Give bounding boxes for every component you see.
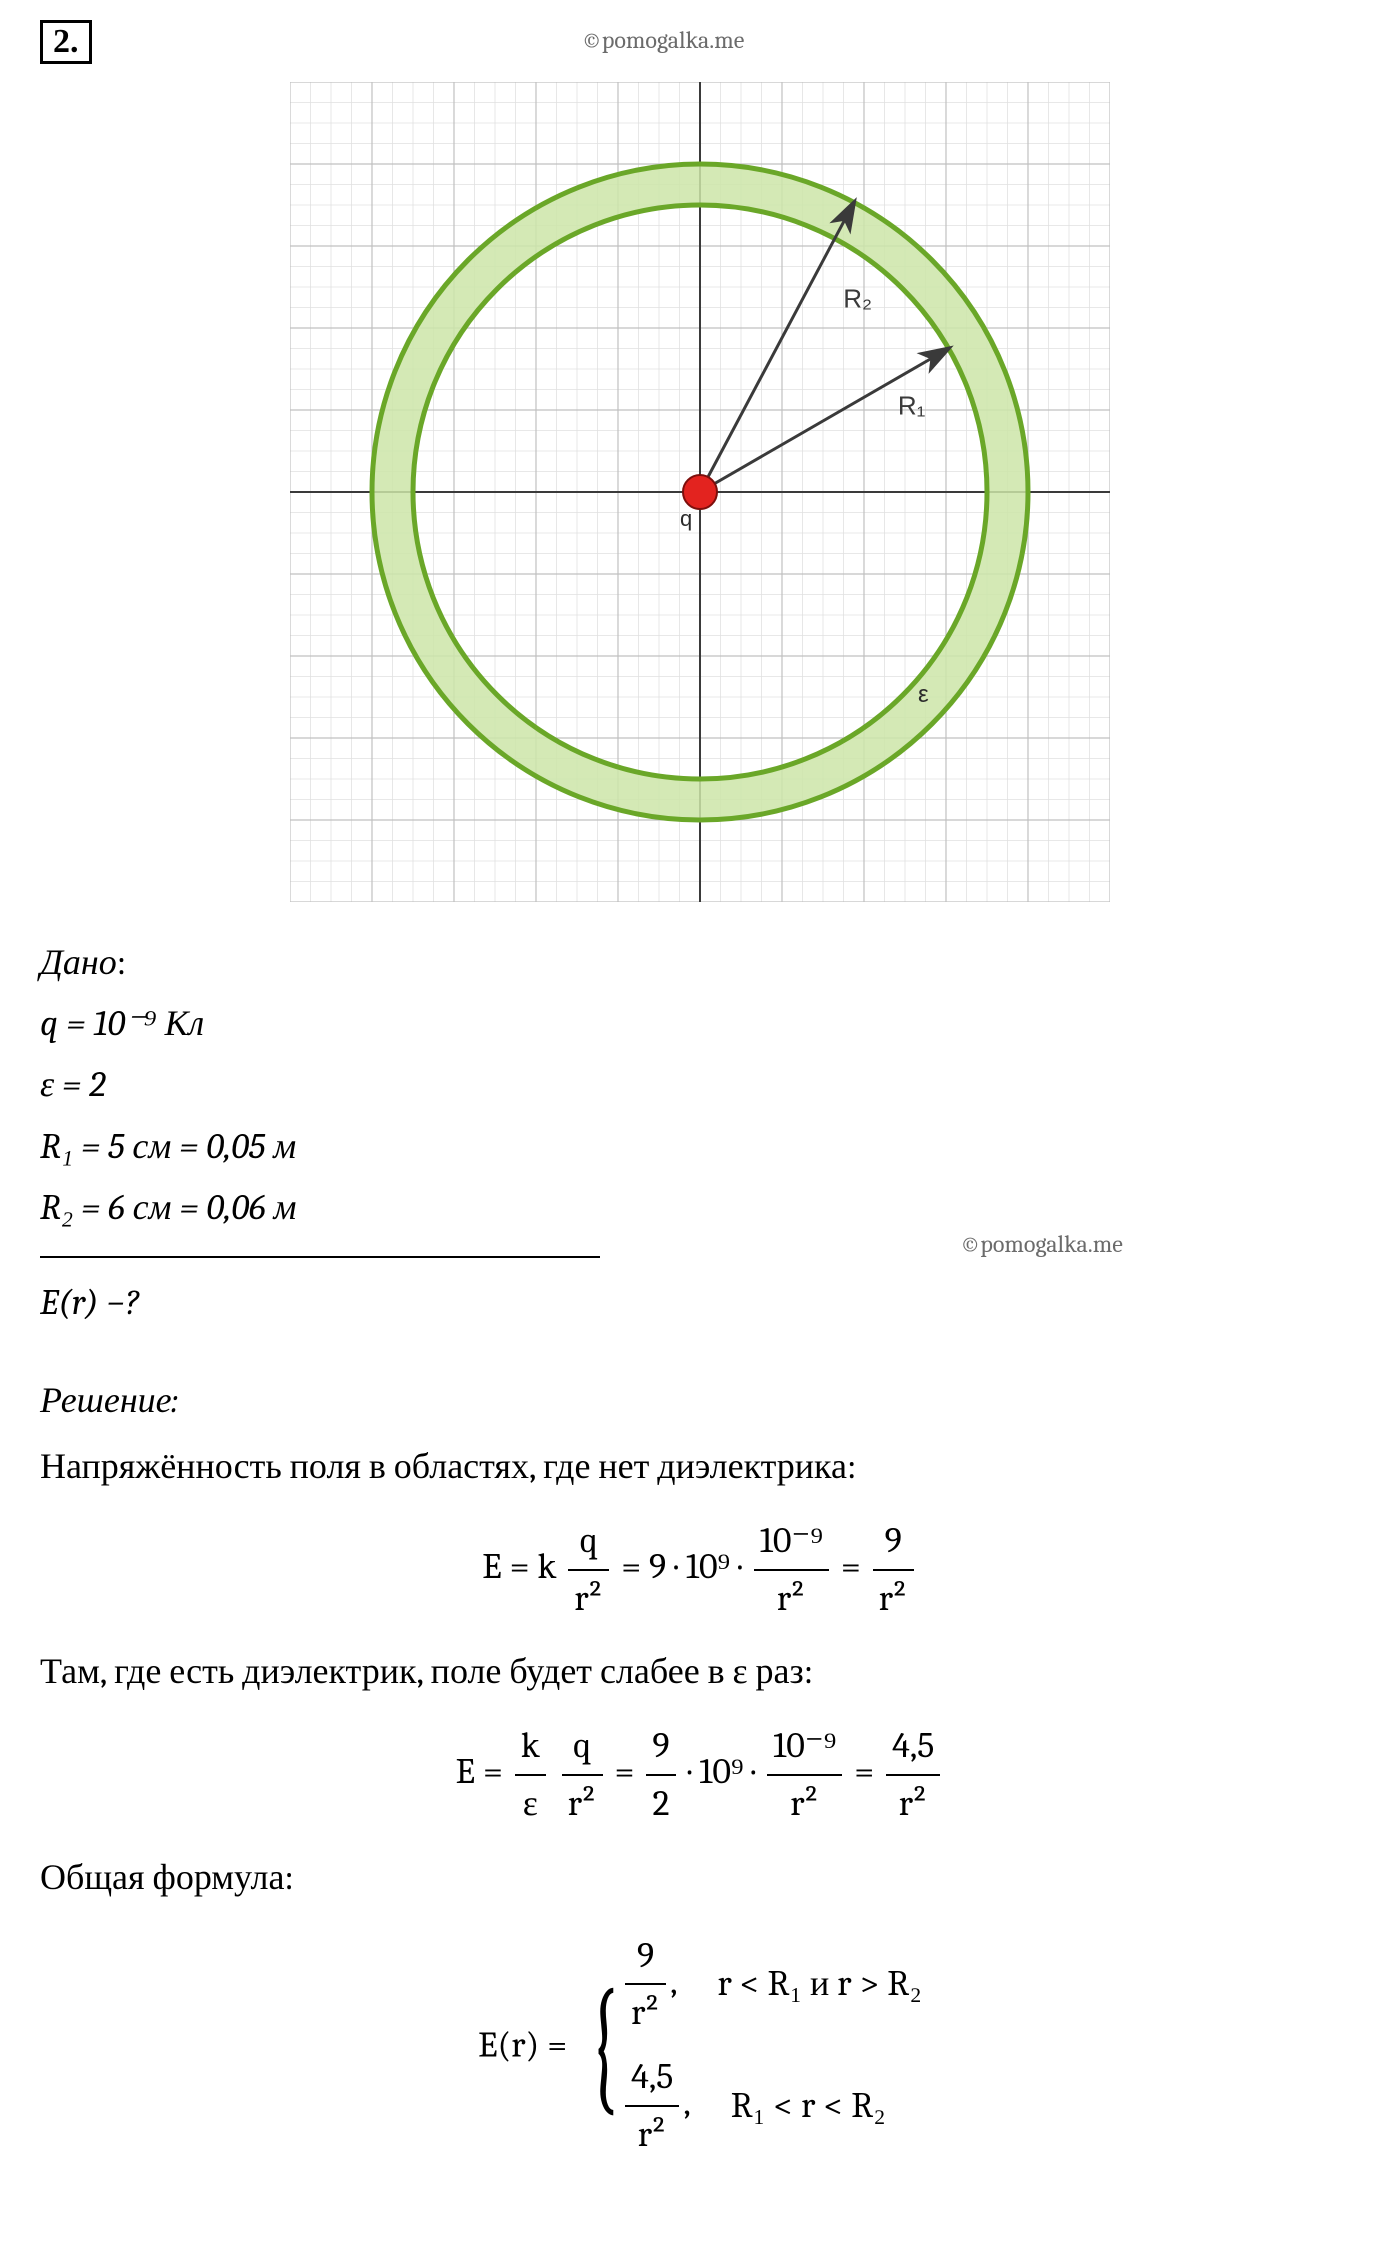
svg-text:ε: ε (918, 681, 929, 708)
diagram: R₁ R₂ ε q (290, 82, 1110, 902)
eq1-lhs: E = k (482, 1546, 556, 1587)
svg-text:R₁: R₁ (898, 391, 926, 421)
eq3-lhs: E(r) = (478, 2024, 567, 2065)
eq1-f1-den: r² (568, 1571, 609, 1627)
eq2-mid1: = (615, 1751, 635, 1792)
eq3-c1-den: r² (625, 1985, 666, 2041)
eq2-mid2: = (854, 1751, 874, 1792)
eq3-c2-num: 4,5 (625, 2049, 679, 2107)
eq2-f1b-num: 9 (646, 1718, 675, 1776)
equation-3: E(r) = { 9r², r < R₁ и r > R₂ 4,5r², R₁ (40, 1924, 1360, 2167)
eq1-mid2: = (841, 1546, 861, 1587)
eq1-f3-den: r² (873, 1571, 914, 1627)
given-title: Дано (40, 942, 117, 983)
equation-1: E = k qr² = 9 · 10⁹ · 10⁻⁹r² = 9r² (40, 1513, 1360, 1627)
solution-line1: Напряжённость поля в областях, где нет д… (40, 1439, 1360, 1495)
watermark-mid: ©pomogalka.me (960, 1230, 1123, 1258)
eq2-f0-den: ε (515, 1776, 546, 1832)
eq2-mid1b: · 10⁹ · (688, 1751, 756, 1792)
given-q: q = 10⁻⁹ Кл (40, 1003, 204, 1044)
given-r2: R₂ = 6 см = 0,06 м (40, 1187, 296, 1228)
eq1-f3-num: 9 (873, 1513, 914, 1571)
eq1-f2-num: 10⁻⁹ (754, 1513, 829, 1571)
eq3-c2-comma: , (683, 2082, 690, 2123)
solution-block: Решение: Напряжённость поля в областях, … (40, 1373, 1360, 2167)
watermark-top: ©pomogalka.me (582, 26, 745, 54)
solution-line3: Общая формула: (40, 1850, 1360, 1906)
eq3-c2-cond: R₁ < r < R₂ (731, 2078, 886, 2134)
eq2-f0-num: k (515, 1718, 546, 1776)
eq3-c1-num: 9 (625, 1928, 666, 1986)
svg-text:q: q (680, 506, 692, 531)
brace-icon: { (590, 1978, 619, 2113)
eq3-c2-den: r² (625, 2107, 679, 2163)
equation-2: E = kε qr² = 92 · 10⁹ · 10⁻⁹r² = 4,5r² (40, 1718, 1360, 1832)
eq2-f1b-den: 2 (646, 1776, 675, 1832)
eq1-f1-num: q (568, 1513, 609, 1571)
find-line: E(r) −? (40, 1282, 139, 1323)
eq2-f1-num: q (562, 1718, 603, 1776)
given-eps: ε = 2 (40, 1064, 106, 1105)
eq2-lhs: E = (456, 1751, 503, 1792)
eq2-f1-den: r² (562, 1776, 603, 1832)
solution-title: Решение: (40, 1373, 1360, 1429)
given-r1: R₁ = 5 см = 0,05 м (40, 1126, 296, 1167)
eq3-c1-comma: , (670, 1961, 677, 2002)
eq3-c1-cond: r < R₁ и r > R₂ (717, 1956, 921, 2012)
given-block: Дано: q = 10⁻⁹ Кл ε = 2 R₁ = 5 см = 0,05… (40, 932, 1360, 1238)
eq1-mid1: = 9 · 10⁹ · (621, 1546, 742, 1587)
eq2-f3-den: r² (886, 1776, 940, 1832)
solution-line2: Там, где есть диэлектрик, поле будет сла… (40, 1644, 1360, 1700)
eq1-f2-den: r² (754, 1571, 829, 1627)
eq2-f2-den: r² (767, 1776, 842, 1832)
svg-text:R₂: R₂ (843, 284, 872, 314)
divider (40, 1256, 600, 1258)
eq2-f2-num: 10⁻⁹ (767, 1718, 842, 1776)
eq2-f3-num: 4,5 (886, 1718, 940, 1776)
problem-number: 2. (40, 20, 92, 64)
